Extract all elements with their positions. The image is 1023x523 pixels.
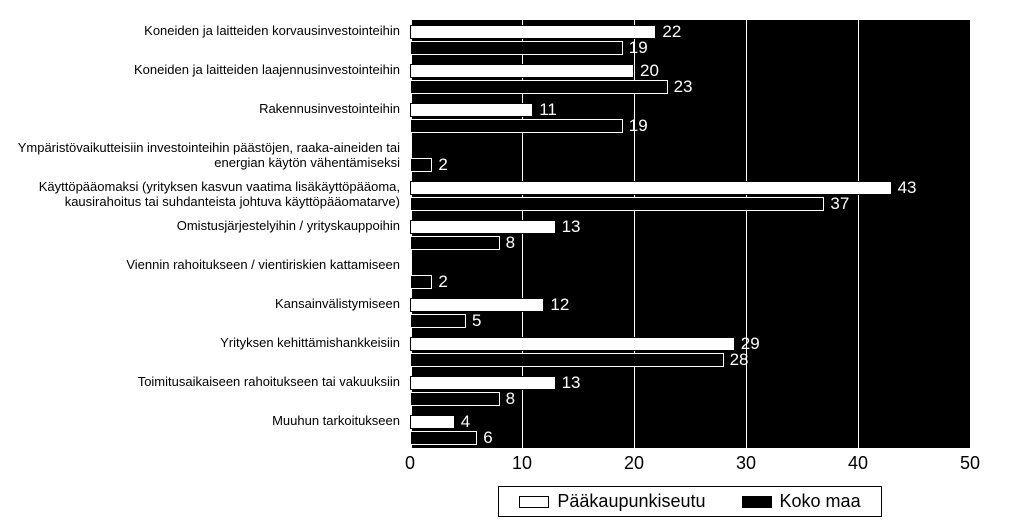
- category-label: Kansainvälistymiseen: [0, 297, 405, 312]
- bar-paakaupunkiseutu: [410, 337, 735, 351]
- bar-paakaupunkiseutu: [410, 415, 455, 429]
- x-tick-label: 10: [512, 453, 532, 474]
- bar-value-label: 4: [461, 412, 470, 432]
- bar-koko-maa: [410, 392, 500, 406]
- bar-paakaupunkiseutu: [410, 298, 544, 312]
- bar-value-label: 5: [472, 311, 481, 331]
- bar-value-label: 2: [438, 272, 447, 292]
- category-label: Rakennusinvestointeihin: [0, 102, 405, 117]
- category-label: Muuhun tarkoitukseen: [0, 414, 405, 429]
- bar-paakaupunkiseutu: [410, 25, 656, 39]
- bar-value-label: 19: [629, 38, 648, 58]
- bar-chart: Koneiden ja laitteiden korvausinvestoint…: [0, 0, 1023, 523]
- category-label: Koneiden ja laitteiden laajennusinvestoi…: [0, 63, 405, 78]
- bar-koko-maa: [410, 80, 668, 94]
- legend-swatch-koko: [742, 496, 772, 508]
- legend: Pääkaupunkiseutu Koko maa: [410, 486, 970, 517]
- category-label: Toimitusaikaiseen rahoitukseen tai vakuu…: [0, 375, 405, 390]
- x-axis-ticks: 01020304050: [410, 453, 970, 478]
- bar-value-label: 12: [550, 295, 569, 315]
- x-tick-label: 20: [624, 453, 644, 474]
- bar-paakaupunkiseutu: [410, 220, 556, 234]
- x-tick-label: 40: [848, 453, 868, 474]
- legend-box: Pääkaupunkiseutu Koko maa: [498, 486, 881, 517]
- category-labels: Koneiden ja laitteiden korvausinvestoint…: [0, 20, 405, 450]
- bar-value-label: 13: [562, 373, 581, 393]
- gridline: [858, 20, 859, 450]
- bar-paakaupunkiseutu: [410, 181, 892, 195]
- bar-value-label: 11: [539, 100, 557, 120]
- category-label: Viennin rahoitukseen / vientiriskien kat…: [0, 258, 405, 273]
- bar-value-label: 37: [830, 194, 849, 214]
- bar-value-label: 8: [506, 389, 515, 409]
- bar-koko-maa: [410, 353, 724, 367]
- bar-value-label: 13: [562, 217, 581, 237]
- bar-value-label: 19: [629, 116, 648, 136]
- bar-value-label: 43: [898, 178, 917, 198]
- bar-value-label: 20: [640, 61, 659, 81]
- category-label: Yrityksen kehittämishankkeisiin: [0, 336, 405, 351]
- bar-paakaupunkiseutu: [410, 376, 556, 390]
- category-label: Omistusjärjestelyihin / yrityskauppoihin: [0, 219, 405, 234]
- plot-area: 221920231119243371382125292813846: [410, 20, 970, 450]
- bar-paakaupunkiseutu: [410, 103, 533, 117]
- bar-koko-maa: [410, 197, 824, 211]
- category-label: Ympäristövaikutteisiin investointeihin p…: [0, 141, 405, 171]
- bar-koko-maa: [410, 275, 432, 289]
- bar-koko-maa: [410, 158, 432, 172]
- legend-label-paak: Pääkaupunkiseutu: [557, 491, 705, 512]
- category-label: Koneiden ja laitteiden korvausinvestoint…: [0, 24, 405, 39]
- bar-koko-maa: [410, 41, 623, 55]
- x-tick-label: 50: [960, 453, 980, 474]
- bar-value-label: 2: [438, 155, 447, 175]
- x-tick-label: 0: [405, 453, 415, 474]
- bar-koko-maa: [410, 119, 623, 133]
- bar-value-label: 8: [506, 233, 515, 253]
- bar-koko-maa: [410, 314, 466, 328]
- bar-value-label: 22: [662, 22, 681, 42]
- gridline: [746, 20, 747, 450]
- bar-koko-maa: [410, 431, 477, 445]
- x-tick-label: 30: [736, 453, 756, 474]
- legend-swatch-paak: [519, 496, 549, 508]
- legend-label-koko: Koko maa: [780, 491, 861, 512]
- bar-paakaupunkiseutu: [410, 64, 634, 78]
- bar-value-label: 28: [730, 350, 749, 370]
- bar-koko-maa: [410, 236, 500, 250]
- bar-value-label: 6: [483, 428, 492, 448]
- gridline: [970, 20, 971, 450]
- category-label: Käyttöpääomaksi (yrityksen kasvun vaatim…: [0, 180, 405, 210]
- bar-value-label: 23: [674, 77, 693, 97]
